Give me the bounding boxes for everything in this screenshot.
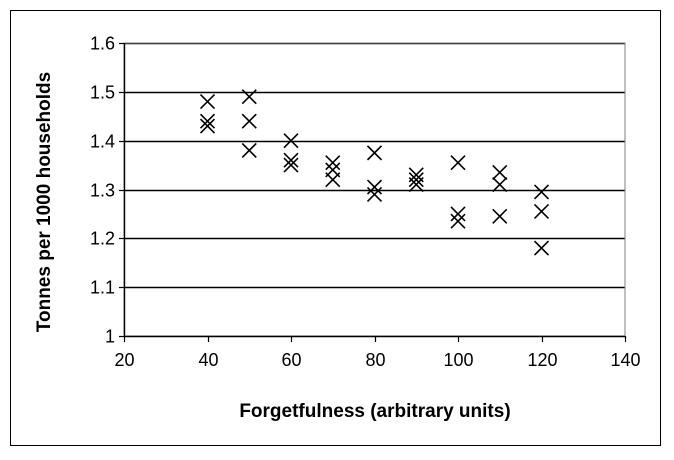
data-point-0-1 (199, 113, 216, 129)
data-point-0-22 (492, 177, 508, 193)
data-point-0-2 (199, 118, 216, 134)
data-point-0-8 (283, 157, 299, 173)
data-point-0-18 (450, 155, 466, 171)
y-tick-label-1: 1.1 (90, 278, 115, 298)
data-point-0-21 (492, 164, 508, 180)
y-tick-label-4: 1.4 (90, 132, 115, 152)
data-point-0-16 (408, 172, 424, 188)
data-point-0-26 (533, 240, 550, 256)
plot-area-border (123, 42, 626, 337)
y-tick-label-0: 1 (105, 327, 115, 347)
axes (119, 42, 627, 342)
x-tick-label-6: 140 (610, 350, 640, 370)
x-tick-label-4: 100 (443, 350, 473, 370)
x-axis-title: Forgetfulness (arbitrary units) (239, 401, 510, 422)
grid-lines (124, 42, 625, 289)
data-point-0-9 (325, 155, 341, 171)
data-point-0-0 (199, 94, 216, 110)
data-point-0-5 (241, 142, 257, 158)
data-point-0-7 (283, 152, 299, 168)
chart-frame (10, 10, 661, 446)
data-point-0-11 (325, 172, 341, 188)
x-tick-label-0: 20 (114, 350, 134, 370)
data-point-0-4 (241, 113, 257, 129)
data-point-0-19 (450, 206, 466, 222)
data-point-0-20 (450, 213, 466, 229)
x-tick-label-2: 60 (281, 350, 301, 370)
data-point-0-14 (366, 186, 383, 202)
data-point-0-24 (533, 184, 550, 200)
data-markers (199, 89, 550, 256)
data-point-0-25 (533, 203, 550, 220)
data-point-0-6 (283, 133, 299, 149)
y-tick-label-3: 1.3 (90, 181, 115, 201)
data-point-0-23 (492, 208, 508, 224)
data-point-0-13 (366, 179, 383, 195)
y-tick-label-5: 1.5 (90, 83, 115, 103)
y-axis-title: Tonnes per 1000 households (34, 72, 55, 332)
y-tick-label-6: 1.6 (90, 34, 115, 54)
data-point-0-17 (408, 177, 424, 193)
x-tick-label-1: 40 (198, 350, 218, 370)
x-tick-label-5: 120 (527, 350, 557, 370)
data-point-0-3 (241, 89, 257, 105)
data-point-0-12 (366, 145, 383, 161)
x-tick-label-3: 80 (365, 350, 385, 370)
tick-labels: 1 1.1 1.2 1.3 1.4 1.5 1.6 20 40 60 80 100 120 140 (90, 34, 641, 371)
y-tick-label-2: 1.2 (90, 229, 115, 249)
